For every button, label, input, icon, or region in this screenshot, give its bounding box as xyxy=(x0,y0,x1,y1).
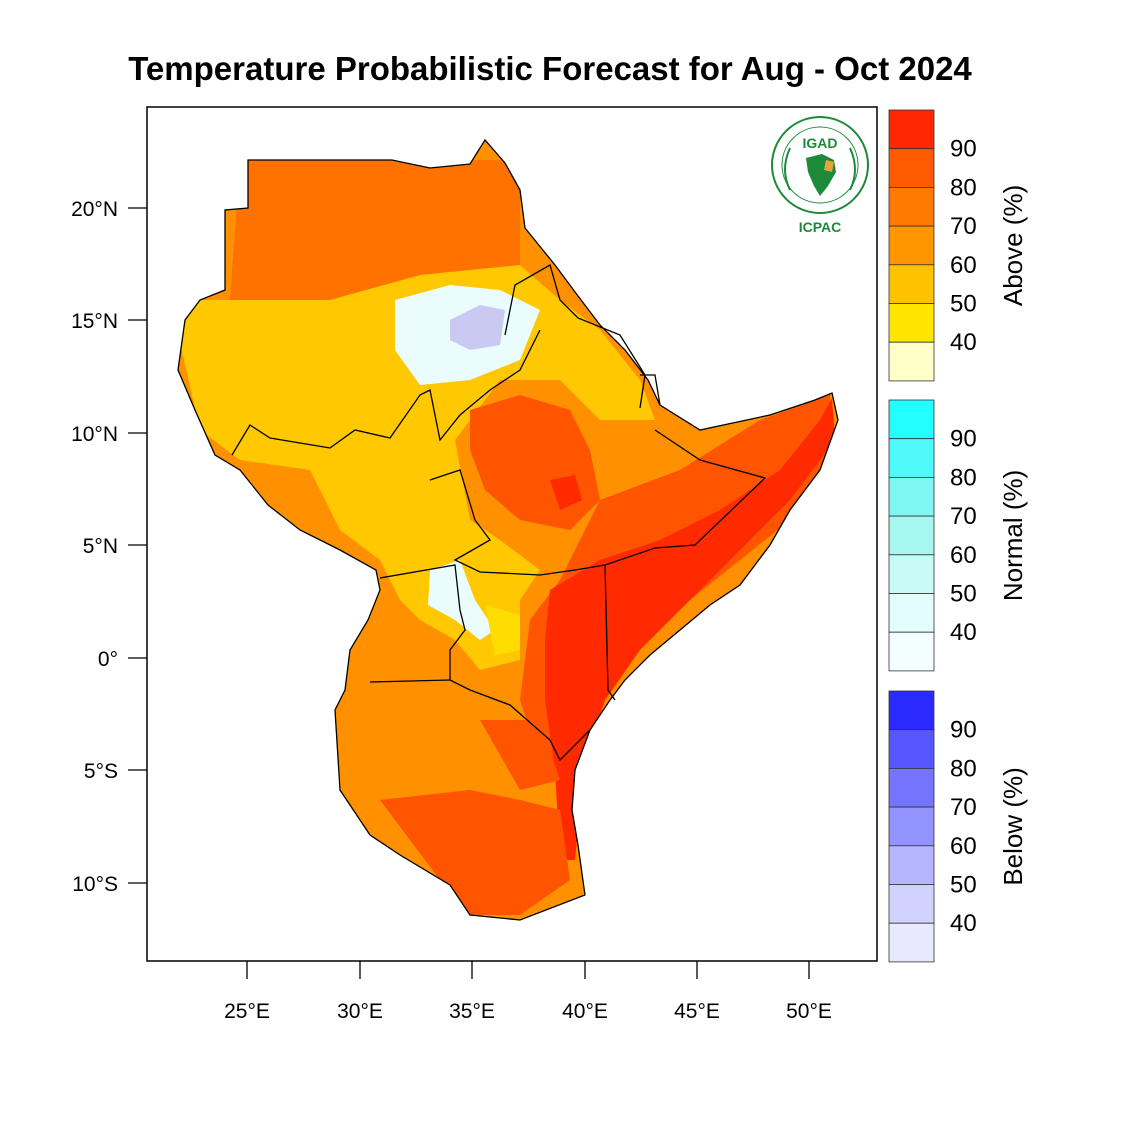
map-title: Temperature Probabilistic Forecast for A… xyxy=(128,50,972,87)
lat-label: 0° xyxy=(98,648,118,671)
colorbar-swatch xyxy=(888,438,935,478)
region-above-90-east xyxy=(545,398,835,860)
colorbar-below: 90 80 70 60 50 40 Below (%) xyxy=(888,690,1028,963)
region-above-80-tanzania xyxy=(380,790,570,915)
colorbar-swatch xyxy=(888,148,935,188)
colorbar-tick-label: 60 xyxy=(950,833,977,860)
colorbar-swatch xyxy=(888,109,935,150)
lon-label: 30°E xyxy=(337,1000,383,1023)
colorbar-tick-label: 70 xyxy=(950,503,977,530)
lon-label: 35°E xyxy=(449,1000,495,1023)
lon-label: 45°E xyxy=(674,1000,720,1023)
colorbar-swatch xyxy=(888,554,935,594)
lat-label: 10°S xyxy=(72,873,118,896)
lat-label: 5°N xyxy=(83,535,118,558)
colorbar-swatch xyxy=(888,515,935,556)
region-above-70-sudan xyxy=(230,160,520,300)
colorbar-normal: 90 80 70 60 50 40 Normal (%) xyxy=(888,399,1028,672)
colorbar-swatch xyxy=(888,768,935,808)
colorbar-swatch xyxy=(888,690,935,731)
colorbar-tick-label: 90 xyxy=(950,717,977,744)
region-above-80-tanzania-east xyxy=(480,720,560,790)
colorbar-swatch xyxy=(888,729,935,769)
colorbar-tick-label: 50 xyxy=(950,291,977,318)
colorbar-swatch xyxy=(888,884,935,924)
lon-label: 50°E xyxy=(786,1000,832,1023)
colorbar-tick-label: 80 xyxy=(950,174,977,201)
colorbar-tick-label: 70 xyxy=(950,213,977,240)
colorbar-tick-label: 50 xyxy=(950,581,977,608)
colorbar-swatch xyxy=(888,225,935,266)
border-uganda xyxy=(379,564,466,680)
colorbar-tick-label: 40 xyxy=(950,910,977,937)
border-ethiopia-kenya-ss xyxy=(429,469,606,576)
colorbar-tick-label: 40 xyxy=(950,619,977,646)
lon-label: 40°E xyxy=(562,1000,608,1023)
border-djibouti xyxy=(640,374,661,406)
border-kenya-somalia xyxy=(604,564,616,701)
border-sudan-south-sudan xyxy=(231,329,541,456)
lat-label: 5°S xyxy=(84,760,118,783)
colorbar-tick-label: 40 xyxy=(950,329,977,356)
colorbar-title: Below (%) xyxy=(998,767,1028,885)
longitude-axis xyxy=(246,961,810,979)
igad-icpac-logo: IGAD ICPAC xyxy=(771,116,869,235)
country-borders xyxy=(177,138,839,921)
latitude-axis xyxy=(128,207,147,884)
colorbar-tick-label: 50 xyxy=(950,872,977,899)
border-eritrea-ethiopia xyxy=(504,264,646,409)
colorbar-swatch xyxy=(888,922,935,963)
region-above-60-kenya xyxy=(485,605,520,655)
lon-label: 25°E xyxy=(224,1000,270,1023)
colorbar-swatch xyxy=(888,303,935,343)
region-below-40 xyxy=(450,305,505,350)
coastline-outline xyxy=(177,138,839,921)
lat-label: 15°N xyxy=(71,310,118,333)
colorbar-tick-label: 80 xyxy=(950,755,977,782)
longitude-labels: 25°E 30°E 35°E 40°E 45°E 50°E xyxy=(224,1000,832,1023)
colorbar-swatch xyxy=(888,476,935,517)
colorbar-swatch xyxy=(888,399,935,440)
border-ethiopia-somalia xyxy=(604,429,767,566)
region-above-50-central xyxy=(178,265,655,670)
lat-label: 10°N xyxy=(71,423,118,446)
colorbar-swatch xyxy=(888,631,935,672)
colorbar-tick-label: 60 xyxy=(950,252,977,279)
colorbar-swatch xyxy=(888,341,935,382)
colorbar-swatch xyxy=(888,806,935,847)
lat-label: 20°N xyxy=(71,198,118,221)
border-kenya-tanzania xyxy=(449,679,591,762)
colorbar-swatch xyxy=(888,186,935,227)
colorbar-above: 90 80 70 60 50 40 Above (%) xyxy=(888,109,1028,382)
colorbar-tick-label: 60 xyxy=(950,542,977,569)
logo-igad-text: IGAD xyxy=(803,135,838,151)
colorbar-title: Above (%) xyxy=(998,185,1028,306)
latitude-labels: 20°N 15°N 10°N 5°N 0° 5°S 10°S xyxy=(71,198,118,896)
logo-icpac-text: ICPAC xyxy=(799,219,842,235)
colorbar-swatch xyxy=(888,593,935,633)
colorbar-tick-label: 90 xyxy=(950,136,977,163)
colorbar-swatch xyxy=(888,845,935,885)
colorbar-swatch xyxy=(888,264,935,304)
colorbar-title: Normal (%) xyxy=(998,470,1028,601)
colorbar-tick-label: 90 xyxy=(950,426,977,453)
region-above-90-ethiopia xyxy=(550,475,582,510)
colorbar-tick-label: 80 xyxy=(950,464,977,491)
colorbar-tick-label: 70 xyxy=(950,794,977,821)
border-tanzania-west xyxy=(369,679,451,683)
region-normal-40-uganda xyxy=(428,560,495,640)
colorbar-legends: 90 80 70 60 50 40 Above (%) 90 80 70 60 50 40 Normal … xyxy=(888,109,1028,963)
